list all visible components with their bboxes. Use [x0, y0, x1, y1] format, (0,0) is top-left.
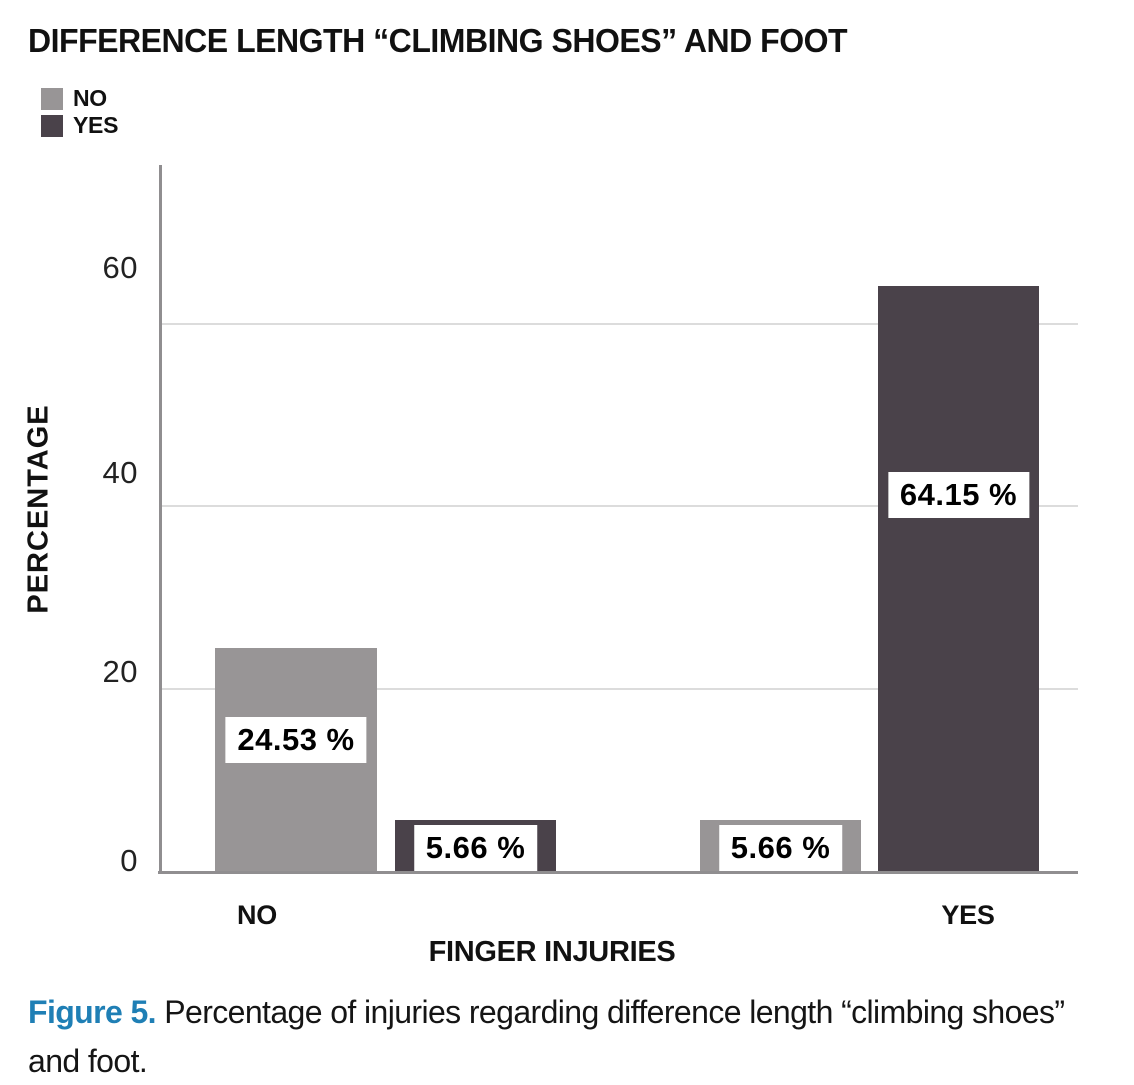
x-tick-label-yes: YES: [941, 900, 995, 930]
y-tick-label-40: 40: [102, 455, 138, 490]
gridline-60: [162, 322, 1078, 325]
y-tick-label-20: 20: [102, 654, 138, 689]
bar-yes-yes: [878, 285, 1039, 872]
bar-value-label-yes-yes: 64.15 %: [887, 472, 1030, 518]
gridline-40: [162, 505, 1078, 508]
bar-value-label-yes-no: 5.66 %: [718, 825, 843, 871]
figure-caption: Figure 5. Percentage of injuries regardi…: [28, 988, 1100, 1085]
x-tick-label-no: NO: [237, 900, 277, 930]
x-axis-title: FINGER INJURIES: [428, 936, 676, 968]
y-axis-line: [159, 165, 162, 872]
legend-item-no: NO: [41, 85, 118, 112]
y-tick-label-60: 60: [102, 250, 138, 285]
y-axis-title: PERCENTAGE: [22, 404, 55, 614]
legend: NO YES: [41, 85, 118, 139]
bar-value-label-no-yes: 5.66 %: [413, 825, 538, 871]
x-axis-line: [158, 871, 1078, 874]
y-tick-label-0: 0: [120, 843, 138, 878]
legend-label-yes: YES: [73, 112, 119, 138]
bar-value-label-no-no: 24.53 %: [225, 717, 367, 763]
figure-caption-text: Percentage of injuries regarding differe…: [28, 994, 1065, 1079]
legend-swatch-yes: [41, 114, 63, 137]
gridline-20: [162, 688, 1078, 691]
figure-caption-label: Figure 5.: [28, 994, 157, 1030]
legend-swatch-no: [41, 87, 63, 110]
legend-item-yes: YES: [41, 112, 118, 139]
legend-label-no: NO: [73, 85, 107, 111]
chart-title: DIFFERENCE LENGTH “CLIMBING SHOES” AND F…: [28, 22, 848, 59]
